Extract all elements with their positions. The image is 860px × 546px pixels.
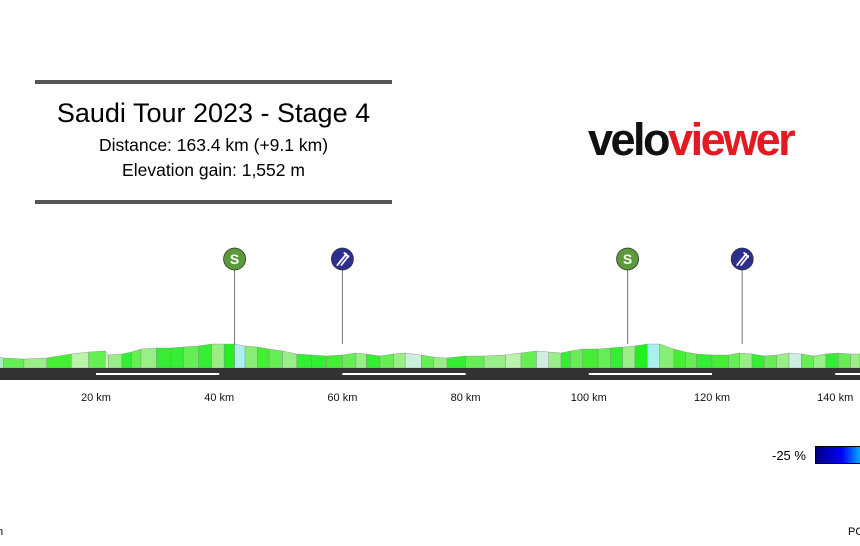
gradient-legend-label: -25 % [772, 448, 806, 463]
profile-segment [850, 353, 860, 369]
profile-segment [23, 357, 47, 369]
profile-segment [560, 350, 571, 369]
gradient-legend-swatch [815, 446, 860, 464]
profile-segment [711, 354, 729, 369]
profile-segment [393, 352, 406, 369]
road-dash [835, 373, 860, 375]
road-dash [342, 373, 466, 375]
profile-segment [776, 352, 790, 369]
profile-segment [3, 357, 25, 369]
profile-segment [234, 343, 246, 369]
profile-segment [505, 352, 522, 369]
profile-segment [131, 348, 142, 369]
x-tick-label: 100 km [571, 392, 607, 404]
sprint-marker-icon [616, 247, 640, 271]
profile-segment [788, 352, 802, 369]
sprint-symbol: S [623, 251, 632, 267]
logo-velo: velo [588, 114, 671, 165]
profile-segment [813, 353, 827, 369]
title-box: Saudi Tour 2023 - Stage 4 Distance: 163.… [35, 80, 392, 205]
profile-segment [685, 351, 697, 369]
title-top-rule [35, 80, 392, 84]
profile-segment [582, 348, 599, 369]
profile-segment [183, 345, 199, 369]
profile-segment [634, 343, 648, 369]
profile-segment [570, 348, 583, 369]
x-tick-label: 140 km [817, 392, 853, 404]
profile-segment [673, 348, 686, 369]
profile-segment [223, 343, 235, 369]
profile-segment [311, 354, 327, 369]
profile-segment [433, 356, 448, 369]
profile-segment [825, 352, 839, 369]
sprint-marker-icon [223, 247, 247, 271]
x-tick-label: 80 km [451, 392, 481, 404]
profile-segment [465, 355, 485, 369]
profile-segment [140, 347, 157, 369]
profile-segment [105, 350, 109, 369]
profile-segment [296, 353, 312, 369]
profile-segment [282, 350, 298, 369]
profile-segment [46, 353, 72, 369]
road-dash [588, 373, 712, 375]
profile-segment [211, 343, 225, 369]
profile-segment [548, 351, 562, 369]
profile-segment [244, 345, 258, 369]
profile-segment [446, 355, 466, 369]
profile-segment [379, 353, 394, 369]
profile-segment [71, 351, 89, 369]
x-tick-label: 20 km [81, 392, 111, 404]
profile-segment [801, 353, 814, 369]
profile-segment [728, 352, 740, 369]
x-tick-label: 40 km [204, 392, 234, 404]
profile-segment [838, 352, 851, 369]
stage-elevation: Elevation gain: 1,552 m [122, 160, 305, 180]
profile-segment [156, 347, 172, 369]
profile-segment [647, 343, 660, 369]
elevation-profile-chart: 20 km 40 km 60 km 80 km 100 km 120 km 140 km S S [0, 247, 860, 404]
profile-segment [739, 352, 753, 369]
profile-segment [520, 350, 537, 369]
stage-title: Saudi Tour 2023 - Stage 4 [56, 98, 371, 128]
profile-segment [88, 350, 106, 369]
profile-segment [355, 352, 367, 369]
profile-segment [0, 357, 4, 369]
profile-segment [108, 353, 123, 369]
profile-segment [257, 346, 270, 369]
x-tick-label: 60 km [327, 392, 357, 404]
profile-segment [326, 354, 343, 369]
profile-segment [659, 343, 675, 369]
profile-segment [121, 351, 132, 369]
profile-segment [366, 353, 381, 369]
profile-segment [483, 354, 506, 369]
profile-segment [764, 354, 777, 369]
profile-segment [170, 346, 184, 369]
road-dash [96, 373, 220, 375]
profile-segment [597, 347, 611, 369]
profile-segment [610, 346, 623, 369]
profile-segment [751, 353, 765, 369]
title-bottom-rule [35, 200, 392, 204]
profile-segment [622, 345, 636, 369]
profile-segment [405, 352, 422, 369]
footer-left-text: n [0, 526, 4, 538]
feed-zone-icon [336, 252, 350, 266]
feed-zone-icon [736, 252, 750, 266]
profile-segment [536, 350, 549, 369]
x-tick-label: 120 km [694, 392, 730, 404]
profile-segment [421, 354, 434, 369]
profile-segment [268, 348, 283, 369]
footer-right-text: PC [848, 526, 860, 538]
veloviewer-logo: veloviewer [588, 114, 796, 166]
profile-segment [696, 353, 713, 369]
sprint-symbol: S [230, 251, 239, 267]
logo-viewer: viewer [668, 114, 796, 165]
profile-segment [342, 352, 357, 369]
profile-segment [198, 343, 213, 369]
stage-distance: Distance: 163.4 km (+9.1 km) [98, 135, 329, 155]
